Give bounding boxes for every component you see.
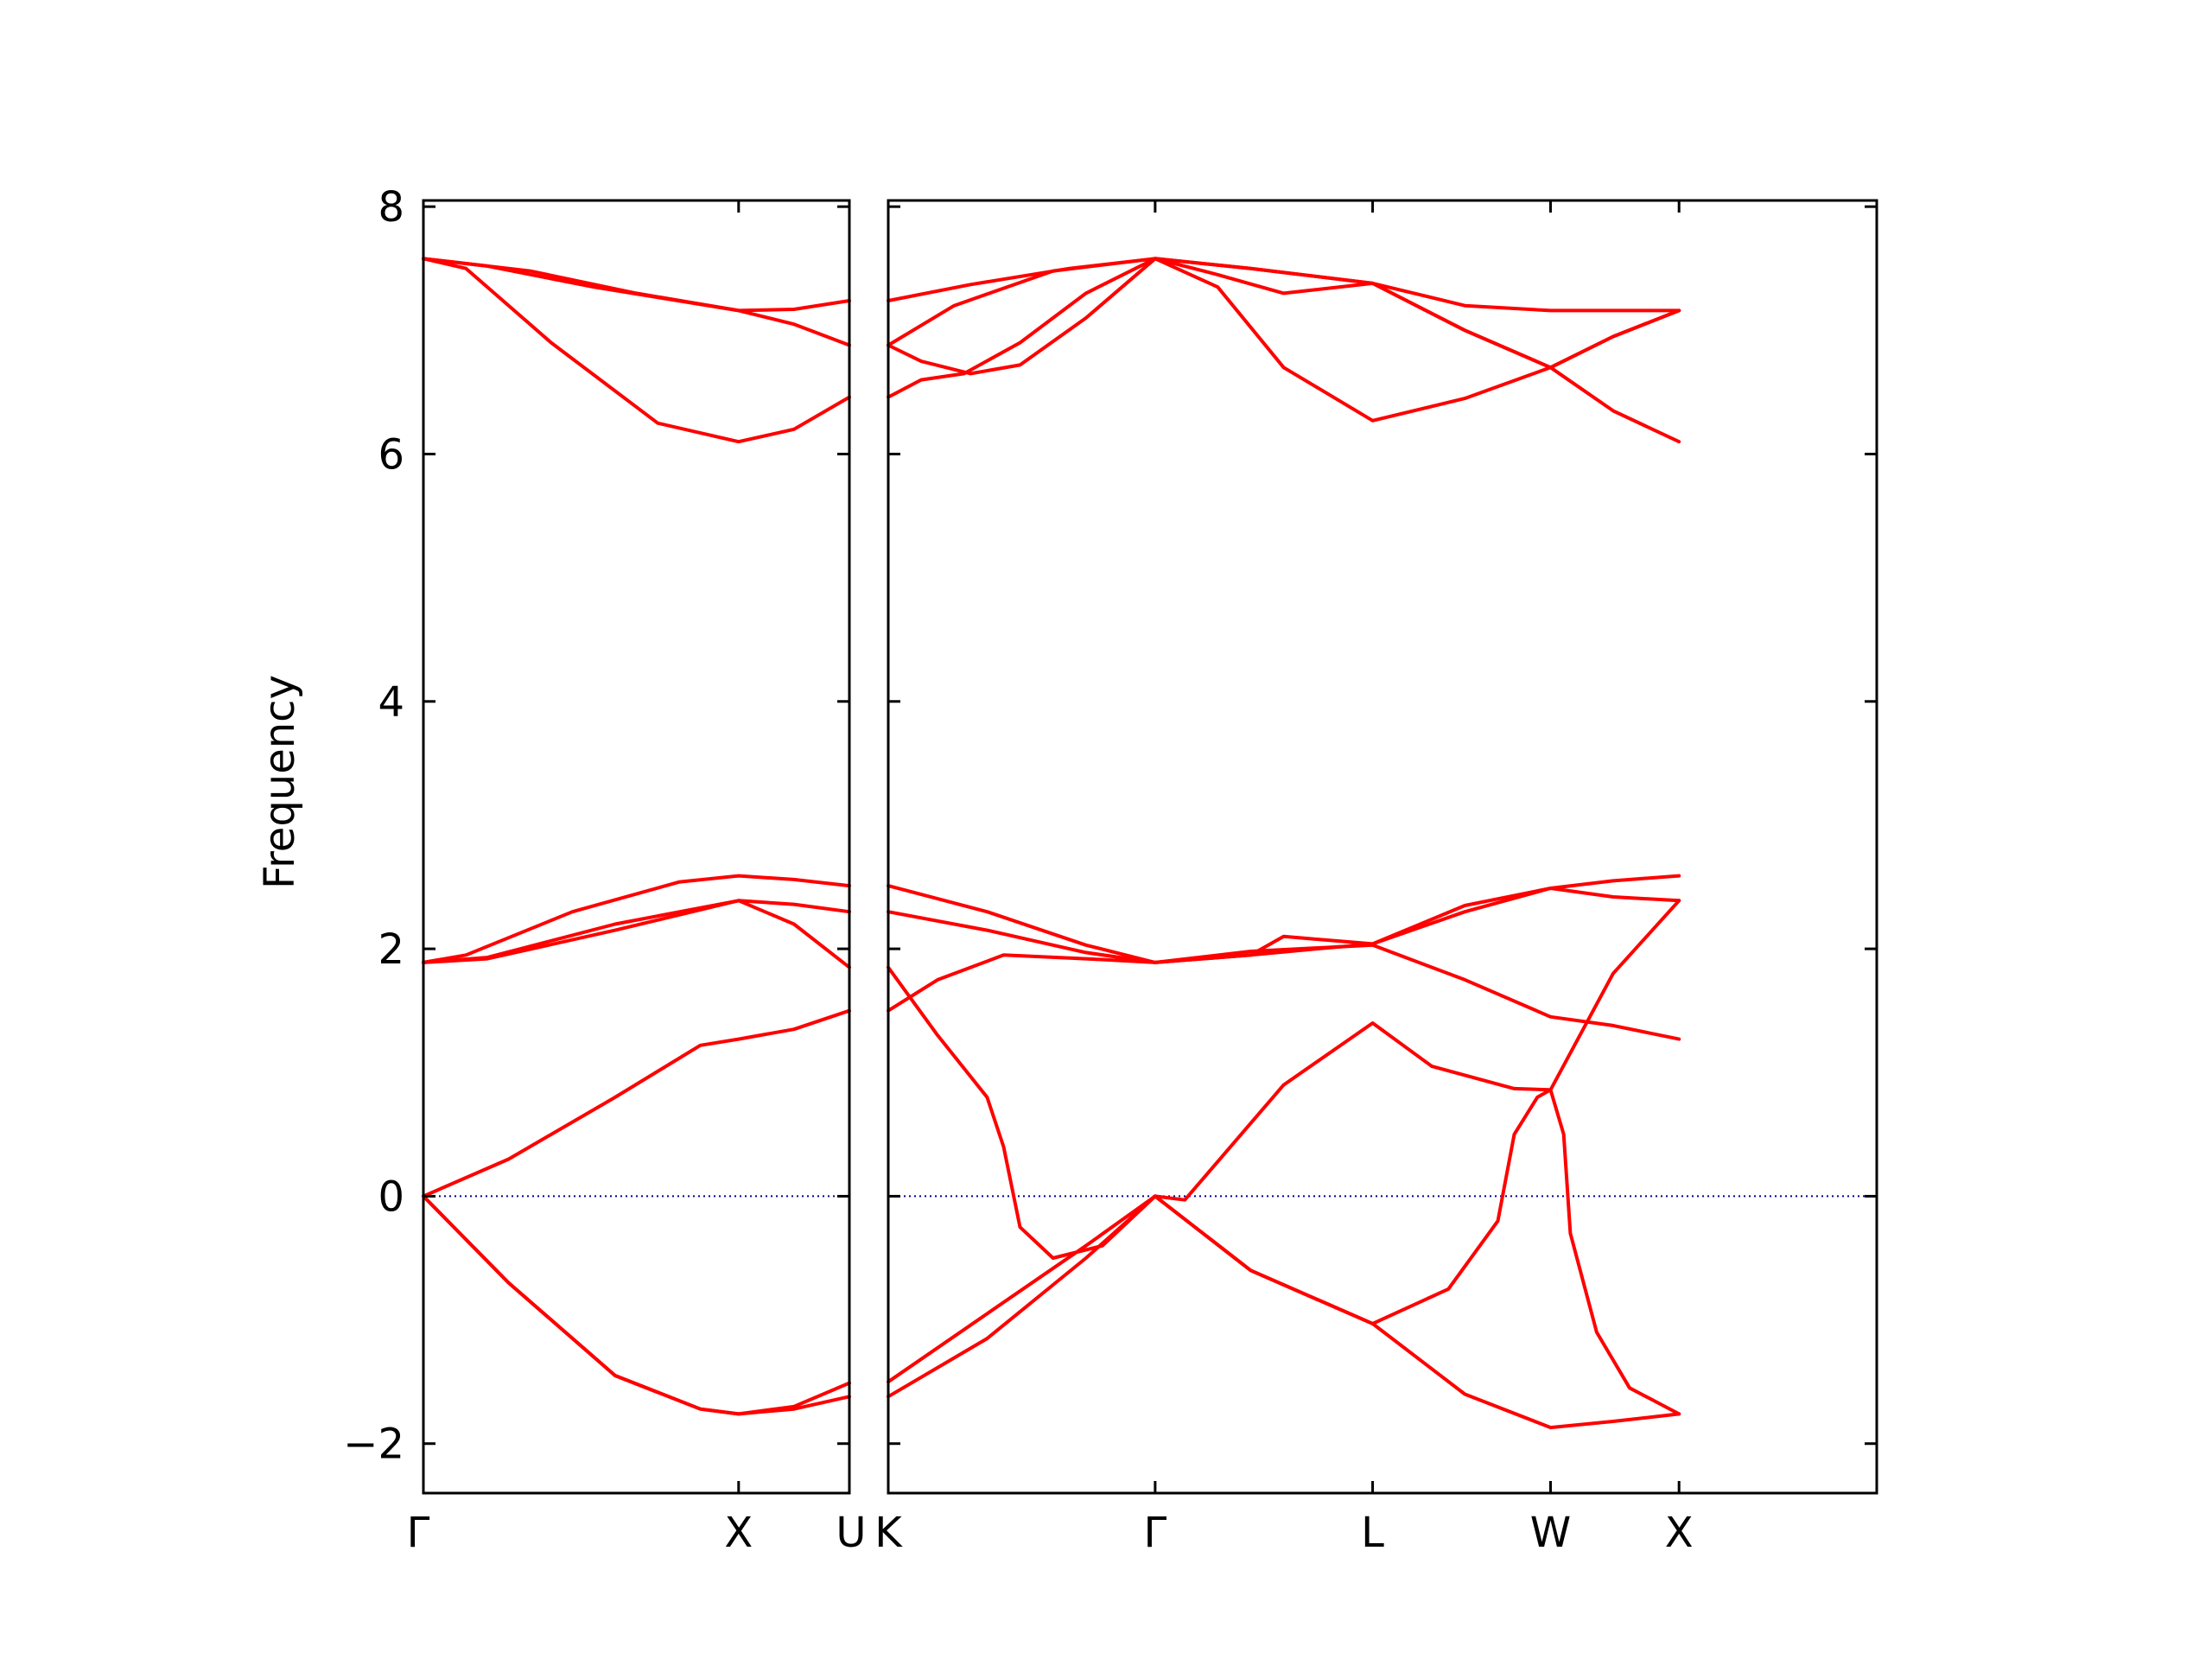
y-tick-label: 6 <box>378 430 404 479</box>
y-tick-label: 0 <box>378 1173 404 1221</box>
band-line-panel-1-4 <box>422 874 851 964</box>
x-tick-label-K: K <box>874 1509 903 1557</box>
band-line-panel-1-2 <box>422 257 851 444</box>
band-line-panel-1-7 <box>422 1008 851 1198</box>
band-line-panel-1-3 <box>422 257 851 347</box>
x-tick-label-Γ: Γ <box>1144 1509 1167 1557</box>
plot-layer: −2 0 2 4 6 8 Γ X U K Γ L W X <box>343 183 1878 1557</box>
x-tick-label-L: L <box>1361 1509 1384 1557</box>
y-tick-label: 8 <box>378 183 404 232</box>
band-line-panel-2-8 <box>887 965 1157 1260</box>
band-line-panel-2-11 <box>887 1194 1681 1430</box>
y-tick-label: 2 <box>378 925 404 974</box>
band-line-panel-2-5 <box>887 874 1681 964</box>
band-line-panel-2-7 <box>887 943 1681 1041</box>
y-axis-label: Frequency <box>256 675 304 889</box>
x-tick-label-X: X <box>724 1509 753 1557</box>
band-line-panel-2-9 <box>1153 899 1681 1202</box>
panel-frame-2 <box>887 199 1878 1495</box>
panel-frame-1 <box>422 199 851 1495</box>
x-tick-label-X: X <box>1665 1509 1694 1557</box>
x-tick-label-W: W <box>1530 1509 1571 1557</box>
band-line-panel-1-9 <box>422 1194 851 1416</box>
x-tick-label-U: U <box>836 1509 866 1557</box>
band-line-panel-2-4 <box>887 257 1681 376</box>
band-line-panel-2-12 <box>1548 1088 1681 1416</box>
x-tick-label-Γ: Γ <box>407 1509 430 1557</box>
band-line-panel-1-6 <box>422 899 851 969</box>
y-tick-label: −2 <box>343 1421 404 1469</box>
y-tick-label: 4 <box>378 678 404 727</box>
